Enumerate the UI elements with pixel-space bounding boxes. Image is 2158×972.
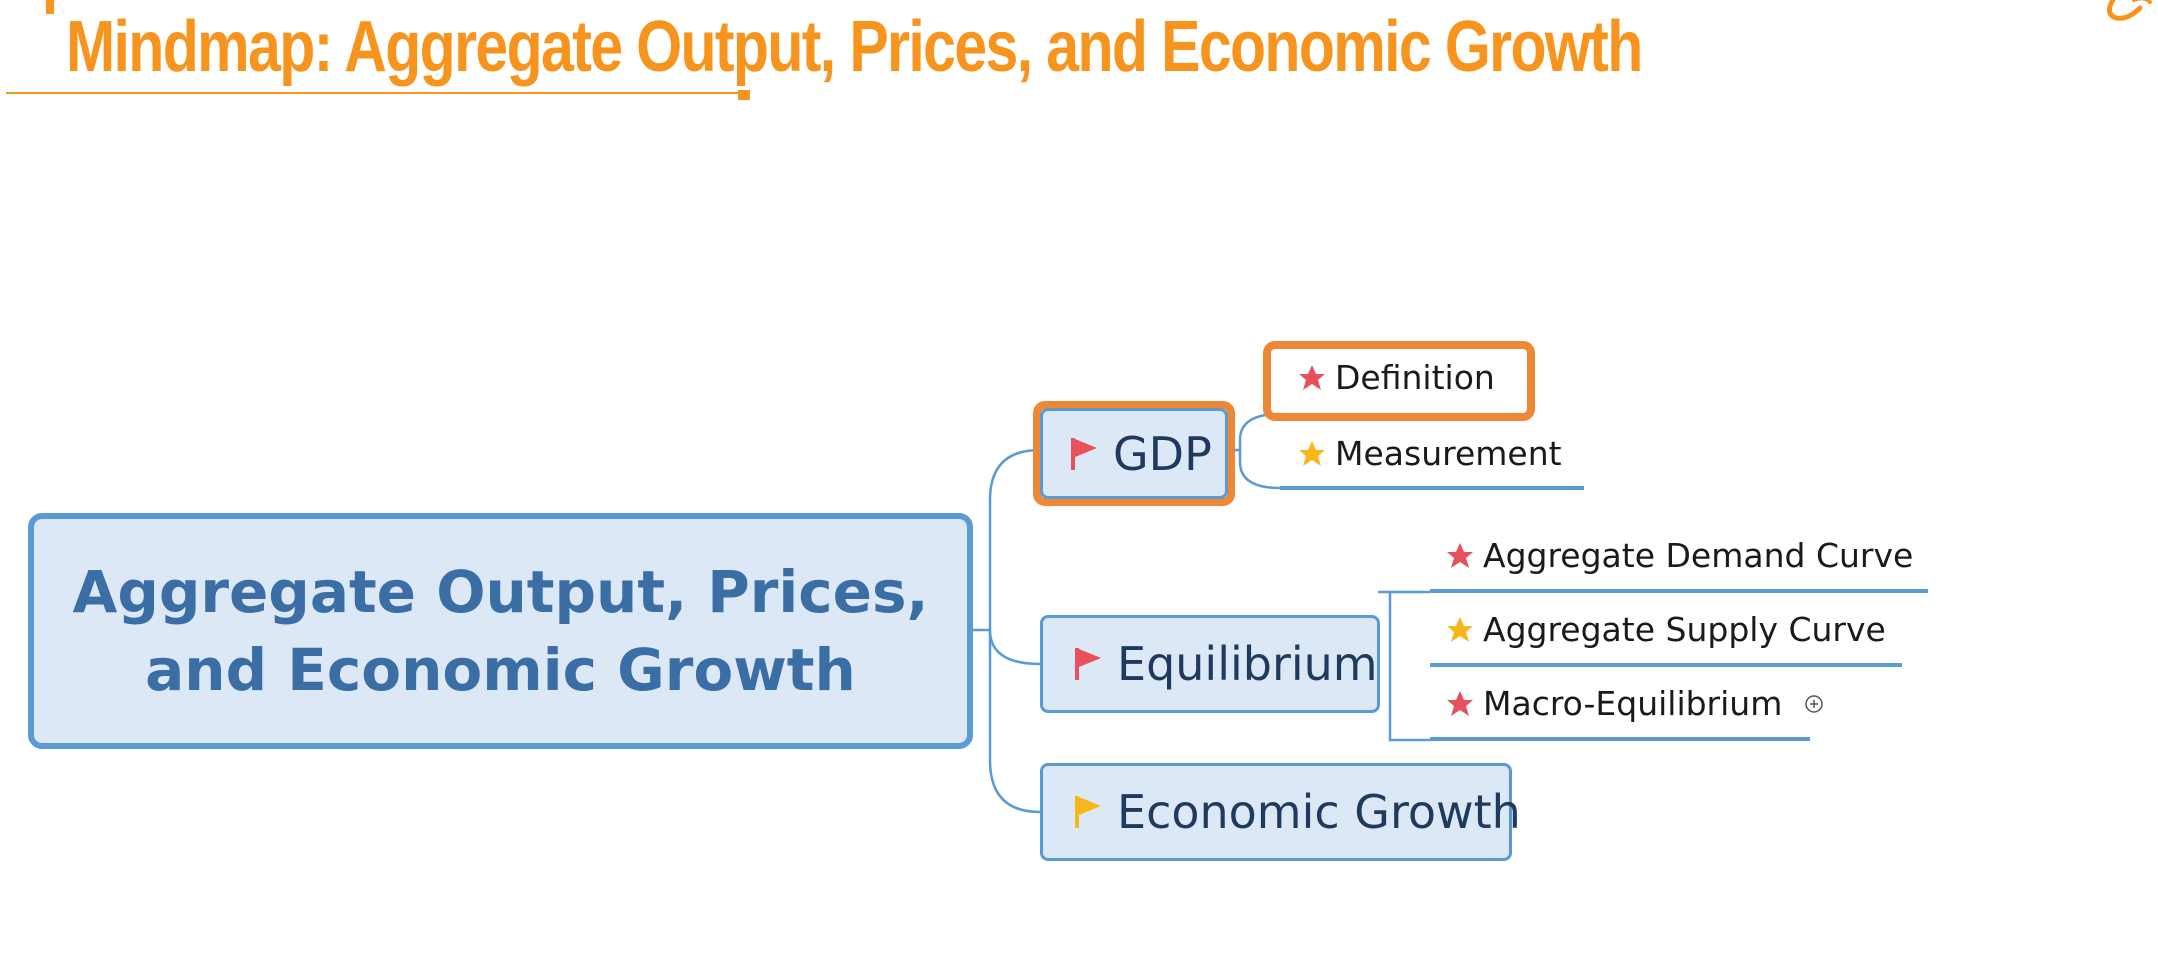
definition-highlight — [1263, 341, 1535, 421]
branch-label: Equilibrium — [1117, 637, 1378, 691]
leaf-label: Definition — [1335, 358, 1495, 397]
branch-economic-growth[interactable]: Economic Growth — [1040, 763, 1521, 861]
red-star-icon — [1447, 542, 1473, 568]
leaf-macro-equilibrium[interactable]: Macro-Equilibrium — [1445, 684, 1824, 723]
expand-icon[interactable] — [1804, 694, 1824, 714]
gdp-highlight — [1033, 401, 1235, 506]
yellow-star-icon — [1447, 616, 1473, 642]
yellow-flag-icon — [1075, 796, 1101, 828]
leaf-definition[interactable]: Definition — [1297, 358, 1495, 397]
logo-icon — [2107, 0, 2152, 21]
leaf-underline — [1280, 486, 1584, 490]
yellow-star-icon — [1299, 440, 1325, 466]
red-flag-icon — [1075, 648, 1101, 680]
root-line-1: Aggregate Output, Prices, — [72, 558, 929, 626]
leaf-label: Aggregate Demand Curve — [1483, 536, 1914, 575]
leaf-aggregate-supply-curve[interactable]: Aggregate Supply Curve — [1445, 610, 1886, 649]
leaf-label: Macro-Equilibrium — [1483, 684, 1783, 723]
leaf-underline — [1430, 589, 1928, 593]
red-star-icon — [1447, 690, 1473, 716]
red-flag-icon — [1071, 437, 1097, 470]
branch-label: Economic Growth — [1117, 785, 1521, 839]
leaf-aggregate-demand-curve[interactable]: Aggregate Demand Curve — [1445, 536, 1913, 575]
branch-equilibrium[interactable]: Equilibrium — [1040, 615, 1380, 713]
root-node[interactable]: Aggregate Output, Prices, and Economic G… — [28, 513, 973, 749]
leaf-underline — [1430, 737, 1810, 741]
leaf-underline — [1430, 663, 1902, 667]
page-title: Mindmap: Aggregate Output, Prices, and E… — [66, 7, 1643, 87]
root-line-2: and Economic Growth — [145, 636, 856, 704]
title-tick — [46, 0, 54, 14]
leaf-measurement[interactable]: Measurement — [1297, 434, 1562, 473]
leaf-label: Aggregate Supply Curve — [1483, 610, 1886, 649]
title-underline — [6, 92, 746, 94]
branch-label: GDP — [1113, 426, 1212, 481]
red-star-icon — [1299, 364, 1325, 390]
title-underline-dot — [738, 90, 750, 100]
leaf-label: Measurement — [1335, 434, 1562, 473]
branch-gdp[interactable]: GDP — [1040, 408, 1228, 499]
